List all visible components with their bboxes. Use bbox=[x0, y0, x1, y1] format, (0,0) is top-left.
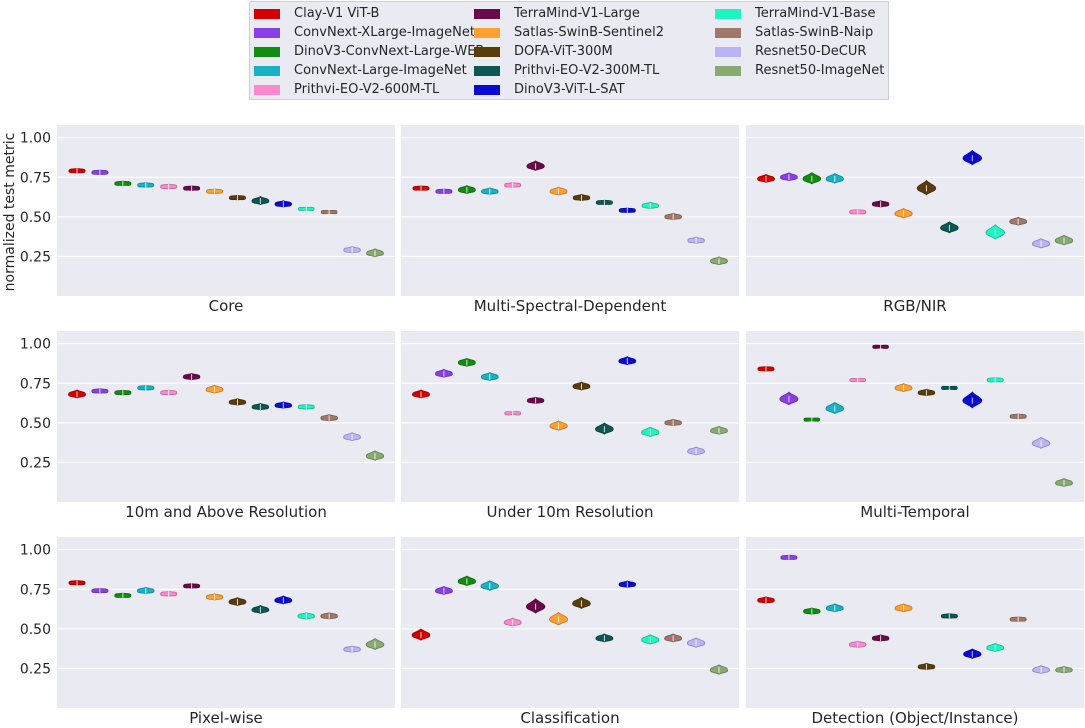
panel-title: Classification bbox=[520, 709, 619, 727]
y-axis-label: normalized test metric bbox=[2, 133, 18, 292]
legend-label: Clay-V1 ViT-B bbox=[294, 6, 380, 21]
legend-swatch bbox=[715, 9, 741, 19]
y-tick-label: 1.00 bbox=[20, 131, 51, 147]
legend-label: TerraMind-V1-Large bbox=[514, 6, 640, 21]
legend-label: DinoV3-ViT-L-SAT bbox=[514, 82, 625, 97]
panel-10m-and-above-resolution: 1.00 0.75 0.50 0.25 10m and Above Resolution bbox=[20, 331, 395, 521]
panel-detection-object-instance: Detection (Object/Instance) bbox=[746, 537, 1084, 727]
legend-label: Resnet50-DeCUR bbox=[755, 44, 867, 59]
legend-swatch bbox=[254, 9, 280, 19]
legend-label: Satlas-SwinB-Sentinel2 bbox=[514, 25, 665, 40]
legend-swatch bbox=[474, 85, 500, 95]
panel-multi-temporal: Multi-Temporal bbox=[746, 331, 1084, 521]
y-tick-label: 0.25 bbox=[20, 455, 51, 471]
legend-label: DOFA-ViT-300M bbox=[514, 44, 613, 59]
panel-rgb-nir: RGB/NIR bbox=[746, 125, 1084, 315]
panel-multi-spectral-dependent: Multi-Spectral-Dependent bbox=[401, 125, 739, 315]
panel-background bbox=[401, 125, 739, 296]
legend-label: ConvNext-Large-ImageNet bbox=[294, 63, 467, 78]
legend-swatch bbox=[474, 28, 500, 38]
panel-title: 10m and Above Resolution bbox=[125, 503, 327, 521]
legend-label: Prithvi-EO-V2-300M-TL bbox=[514, 63, 660, 78]
y-tick-label: 0.25 bbox=[20, 661, 51, 677]
legend-label: DinoV3-ConvNext-Large-WEB bbox=[294, 44, 485, 59]
legend-swatch bbox=[254, 28, 280, 38]
legend-swatch bbox=[254, 85, 280, 95]
y-tick-label: 0.75 bbox=[20, 170, 51, 186]
legend-swatch bbox=[715, 47, 741, 57]
panel-background bbox=[401, 331, 739, 502]
y-tick-label: 0.75 bbox=[20, 582, 51, 598]
legend-swatch bbox=[474, 47, 500, 57]
panel-title: Pixel-wise bbox=[189, 709, 263, 727]
y-tick-label: 0.25 bbox=[20, 249, 51, 265]
panel-title: RGB/NIR bbox=[883, 297, 946, 315]
y-tick-label: 0.50 bbox=[20, 416, 51, 432]
legend: Clay-V1 ViT-B ConvNext-XLarge-ImageNet Din… bbox=[249, 1, 889, 100]
panel-under-10m-resolution: Under 10m Resolution bbox=[401, 331, 739, 521]
y-tick-label: 1.00 bbox=[20, 543, 51, 559]
legend-swatch bbox=[715, 28, 741, 38]
panel-background bbox=[401, 537, 739, 708]
panel-title: Core bbox=[209, 297, 244, 315]
legend-swatch bbox=[474, 66, 500, 76]
y-tick-label: 1.00 bbox=[20, 337, 51, 353]
panel-background bbox=[57, 537, 395, 708]
legend-label: Resnet50-ImageNet bbox=[755, 63, 885, 78]
panel-core: 1.00 0.75 0.50 0.25 Core bbox=[20, 125, 395, 315]
panel-classification: Classification bbox=[401, 537, 739, 727]
panel-title: Under 10m Resolution bbox=[486, 503, 653, 521]
panel-title: Multi-Spectral-Dependent bbox=[474, 297, 667, 315]
legend-swatch bbox=[715, 66, 741, 76]
legend-label: Satlas-SwinB-Naip bbox=[755, 25, 874, 40]
legend-label: TerraMind-V1-Base bbox=[755, 6, 876, 21]
panel-pixel-wise: 1.00 0.75 0.50 0.25 Pixel-wise bbox=[20, 537, 395, 727]
legend-label: Prithvi-EO-V2-600M-TL bbox=[294, 82, 440, 97]
panel-background bbox=[746, 331, 1084, 502]
panel-background bbox=[57, 331, 395, 502]
y-tick-label: 0.75 bbox=[20, 376, 51, 392]
legend-swatch bbox=[254, 66, 280, 76]
y-tick-label: 0.50 bbox=[20, 210, 51, 226]
legend-swatch bbox=[474, 9, 500, 19]
y-tick-label: 0.50 bbox=[20, 622, 51, 638]
legend-label: ConvNext-XLarge-ImageNet bbox=[294, 25, 475, 40]
panel-background bbox=[57, 125, 395, 296]
panel-background bbox=[746, 125, 1084, 296]
panel-title: Multi-Temporal bbox=[860, 503, 969, 521]
panel-title: Detection (Object/Instance) bbox=[811, 709, 1018, 727]
panel-background bbox=[746, 537, 1084, 708]
legend-swatch bbox=[254, 47, 280, 57]
